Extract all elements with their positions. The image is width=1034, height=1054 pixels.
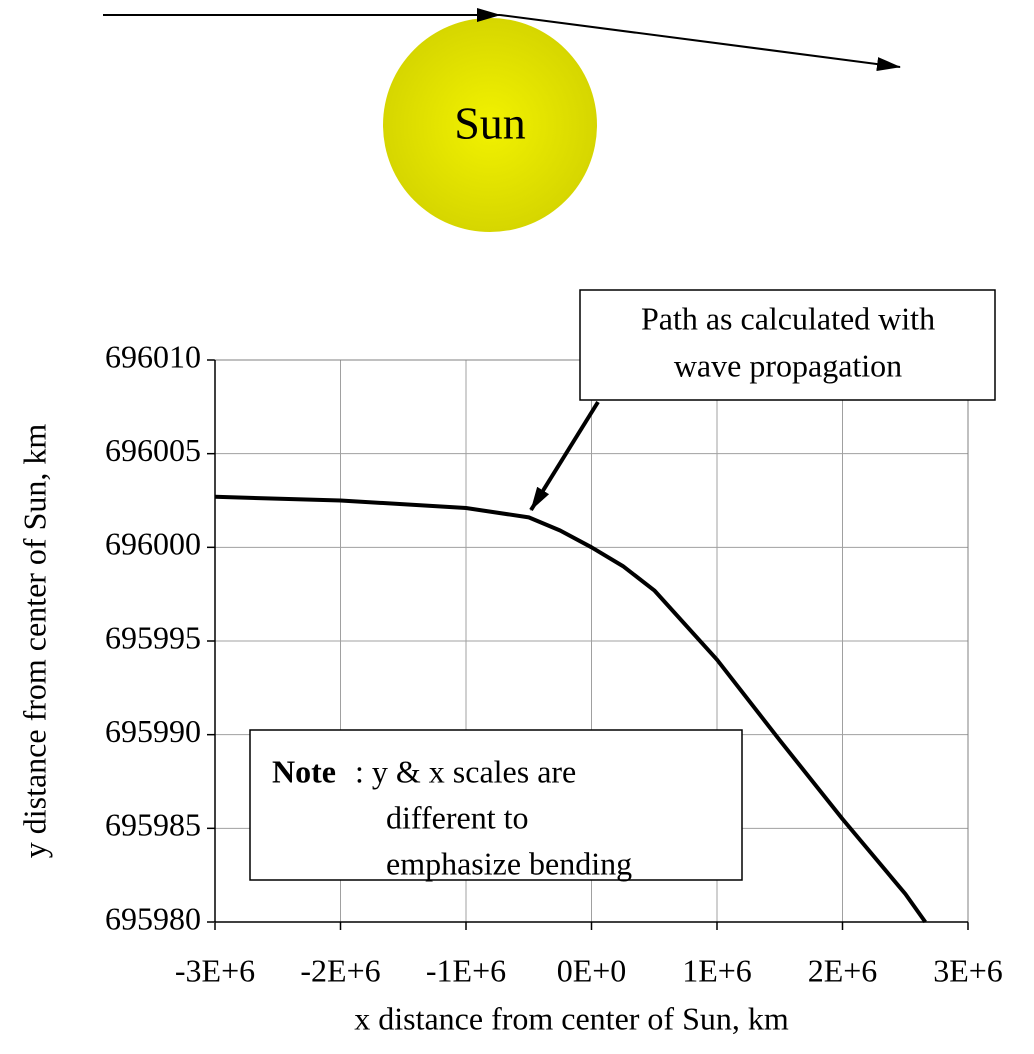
- x-tick-label: -3E+6: [175, 952, 255, 988]
- x-tick-label: -2E+6: [300, 952, 380, 988]
- sun-label: Sun: [454, 98, 526, 149]
- y-tick-label: 696000: [105, 526, 201, 562]
- y-tick-label: 696010: [105, 338, 201, 374]
- x-tick-label: 3E+6: [933, 952, 1003, 988]
- note-bold: Note: [272, 753, 336, 789]
- x-tick-label: 1E+6: [682, 952, 752, 988]
- sun: [383, 18, 597, 232]
- x-tick-label: 0E+0: [557, 952, 627, 988]
- callout-arrow: [529, 400, 600, 512]
- callout-text: wave propagation: [674, 347, 902, 383]
- x-tick-label: 2E+6: [808, 952, 878, 988]
- note-box: [249, 729, 743, 881]
- y-tick-label: 695995: [105, 619, 201, 655]
- y-tick-label: 695980: [105, 900, 201, 936]
- data-line: [214, 494, 927, 924]
- callout-box: [579, 289, 996, 401]
- y-tick-label: 696005: [105, 432, 201, 468]
- y-tick-label: 695990: [105, 713, 201, 749]
- note-text: different to: [386, 799, 528, 835]
- note-text: : y & x scales are: [355, 753, 576, 789]
- y-tick-label: 695985: [105, 807, 201, 843]
- ray-out: [499, 14, 901, 71]
- chart: 695980 695985 695990 695995 696000 696005 6960…: [16, 289, 1003, 1036]
- note-text: emphasize bending: [386, 845, 632, 881]
- x-tick-label: -1E+6: [426, 952, 506, 988]
- y-axis-label: y distance from center of Sun, km: [16, 424, 52, 859]
- x-axis-label: x distance from center of Sun, km: [354, 1000, 789, 1036]
- callout-text: Path as calculated with: [641, 300, 935, 336]
